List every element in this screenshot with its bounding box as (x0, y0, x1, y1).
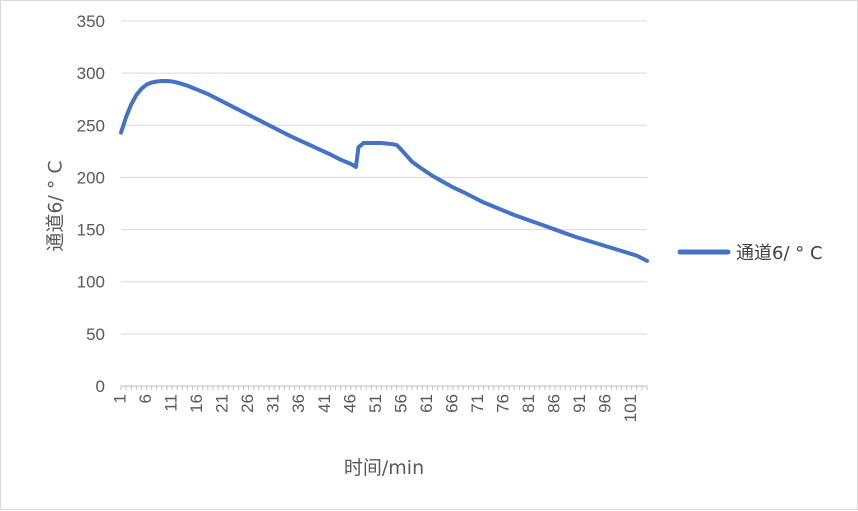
y-tick-label: 200 (77, 168, 105, 187)
x-tick-label: 96 (596, 394, 615, 413)
y-tick-label: 250 (77, 116, 105, 135)
x-tick-label: 36 (289, 394, 308, 413)
y-tick-label: 300 (77, 64, 105, 83)
x-tick-label: 91 (570, 394, 589, 413)
x-tick-label: 76 (493, 394, 512, 413)
series-lines (119, 78, 649, 263)
y-tick-label: 350 (77, 12, 105, 31)
y-tick-label: 100 (77, 273, 105, 292)
x-tick-label: 51 (366, 394, 385, 413)
y-axis-title: 通道6/ ° C (45, 160, 67, 251)
x-tick-label: 101 (621, 394, 640, 422)
x-tick-label: 21 (213, 394, 232, 413)
series-line-0 (119, 78, 649, 263)
x-axis-ticks: 1 6 11 16 21 26 31 36 41 46 51 56 61 66 71 76 81 86 91 96 10… (110, 394, 640, 422)
gridlines (121, 20, 647, 335)
x-tick-label: 6 (136, 394, 155, 403)
x-tick-label: 86 (545, 394, 564, 413)
legend-label: 通道6/ ° C (736, 243, 823, 264)
x-tick-label: 16 (187, 394, 206, 413)
x-tick-label: 26 (238, 394, 257, 413)
x-tick-label: 31 (264, 394, 283, 413)
x-tick-label: 46 (340, 394, 359, 413)
x-tick-label: 61 (417, 394, 436, 413)
x-tick-label: 66 (442, 394, 461, 413)
x-tick-label: 1 (110, 394, 129, 403)
x-axis-title: 时间/min (344, 457, 424, 479)
y-tick-label: 0 (96, 377, 105, 396)
x-tick-label: 81 (519, 394, 538, 413)
x-tick-label: 11 (162, 394, 181, 412)
x-tick-label: 41 (315, 394, 334, 413)
x-tick-label: 56 (391, 394, 410, 413)
y-tick-label: 50 (86, 325, 105, 344)
y-axis-ticks: 0 50 100 150 200 250 300 350 (77, 12, 105, 396)
y-tick-label: 150 (77, 221, 105, 240)
x-axis (120, 385, 648, 390)
x-tick-label: 71 (468, 394, 487, 413)
legend: 通道6/ ° C (677, 243, 823, 264)
